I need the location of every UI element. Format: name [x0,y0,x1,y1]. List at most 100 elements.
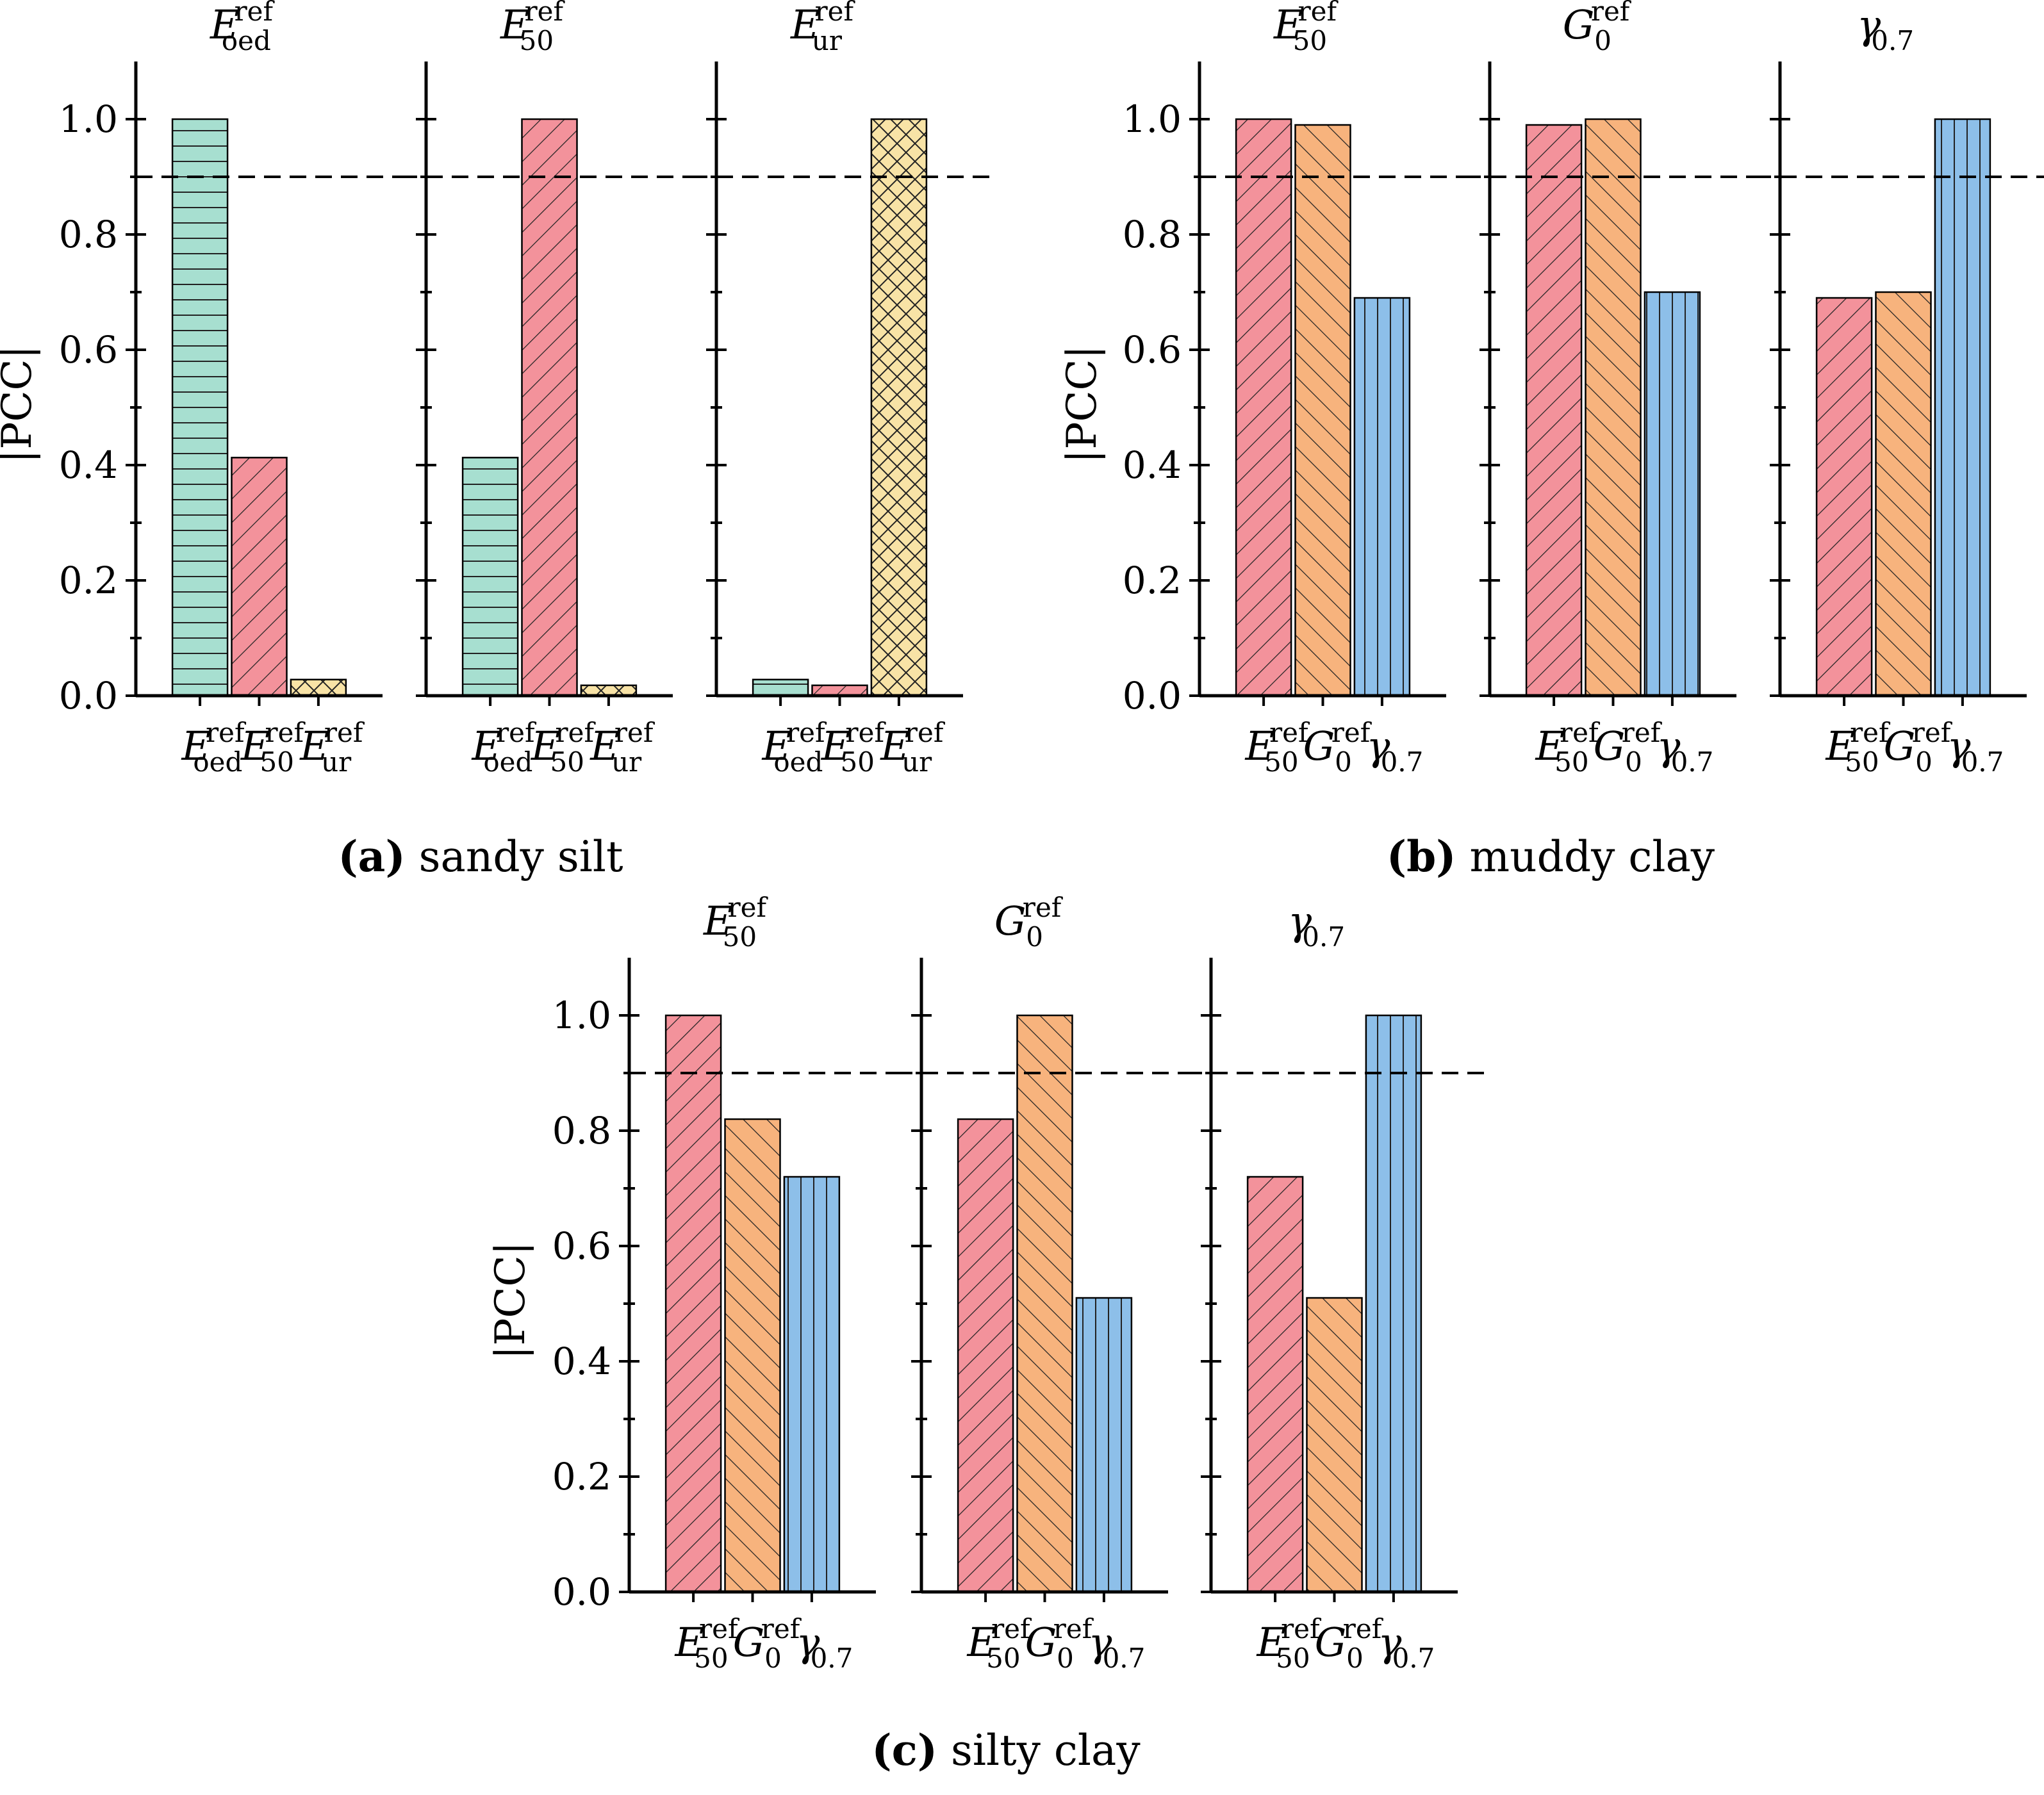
y-tick-label-b-3: 0.6 [1123,328,1182,372]
x-tick-label-c-3-E_50: Eref 50 [1256,1613,1322,1674]
panel-title-c-3-sub: 0.7 [1302,921,1345,953]
y-axis-title-b: |PCC| [1059,345,1106,463]
x-tick-label-a-1-E_50-main: E [240,723,270,769]
panel-title-c-2-sup: ref [1023,892,1064,923]
y-tick-label-c-1: 0.2 [552,1455,611,1498]
x-tick-label-c-1-gamma-main: γ [796,1619,820,1666]
bar-a-1-E_oed [171,118,229,697]
x-tick-label-c-3-G_0-sub: 0 [1346,1643,1364,1674]
x-tick-label-c-2-gamma-sub: 0.7 [1103,1643,1146,1674]
y-tick-label-c-5: 1.0 [552,994,611,1037]
x-tick-label-c-3-gamma-sub: 0.7 [1392,1643,1435,1674]
x-tick-label-a-2-E_50-main: E [531,723,560,769]
panel-title-b-3: γ0.7 [1857,1,1914,56]
x-tick-label-a-3-E_ur: Eref ur [880,717,946,778]
x-tick-label-b-2-G_0: Gref 0 [1594,717,1663,778]
x-tick-label-a-2-E_oed-sup: ref [496,717,537,748]
x-tick-label-c-3-G_0: Gref 0 [1315,1613,1384,1674]
x-tick-label-b-3-G_0: Gref 0 [1884,717,1953,778]
figure-group-b: |PCC|Eref 50 Gref 0 γ0.70.00.20.40.60.81.0Er… [1059,0,2044,881]
panel-title-c-2: Gref 0 [994,892,1064,953]
x-tick-label-b-2-E_50-sub: 50 [1554,746,1588,778]
x-tick-label-a-1-E_oed: Eref oed [181,717,247,778]
x-tick-label-c-1-E_50-main: E [674,1619,704,1666]
panel-title-b-1-sub: 50 [1293,25,1327,56]
x-tick-label-a-1-E_50-sub: 50 [260,746,294,778]
x-tick-label-b-3-G_0-sub: 0 [1915,746,1933,778]
x-tick-label-a-1-E_ur-sub: ur [321,746,352,778]
bar-c-1-E_50 [664,1014,722,1593]
x-tick-label-c-3-E_50-main: E [1256,1619,1285,1666]
x-tick-label-a-3-E_oed-main: E [761,723,791,769]
panel-title-b-1-main: E [1273,1,1303,48]
x-tick-label-b-1-G_0: Gref 0 [1303,717,1372,778]
x-tick-label-a-2-E_ur-sub: ur [611,746,642,778]
panel-title-a-3-sup: ref [815,0,856,27]
bar-b-1-E_50 [1235,118,1292,697]
x-tick-label-b-1-E_50-sup: ref [1269,717,1310,748]
bar-b-1-gamma [1353,297,1411,697]
x-tick-label-b-1-G_0-sup: ref [1331,717,1372,748]
x-tick-label-b-3-E_50-sub: 50 [1845,746,1879,778]
caption-text-c: silty clay [937,1726,1141,1775]
x-tick-label-c-1-E_50-sup: ref [699,1613,740,1644]
x-tick-label-c-3-gamma: γ0.7 [1378,1619,1435,1674]
figure-group-c: |PCC|Eref 50 Gref 0 γ0.70.00.20.40.60.81.0Er… [487,892,1493,1775]
x-tick-label-b-1-gamma-sub: 0.7 [1381,746,1424,778]
x-tick-label-a-1-E_oed-main: E [181,723,210,769]
bar-a-1-E_ur [290,678,347,697]
x-tick-label-b-1-E_50: Eref 50 [1244,717,1310,778]
x-tick-label-a-2-E_50-sub: 50 [550,746,584,778]
panel-title-a-2-sub: 50 [520,25,554,56]
x-tick-label-a-3-E_oed-sup: ref [786,717,827,748]
bar-c-3-E_50 [1246,1176,1304,1593]
bar-c-1-G_0 [724,1118,781,1593]
x-tick-label-a-3-E_50-main: E [821,723,850,769]
bar-c-2-G_0 [1016,1014,1073,1593]
panel-title-b-3-sub: 0.7 [1871,25,1914,56]
panel-title-b-2-sub: 0 [1594,25,1611,56]
x-tick-label-b-1-E_50-sub: 50 [1264,746,1298,778]
x-tick-label-a-1-E_ur-sup: ref [324,717,365,748]
y-tick-label-a-3: 0.6 [59,328,118,372]
x-tick-label-a-1-E_oed-sup: ref [206,717,247,748]
x-tick-label-c-2-G_0: Gref 0 [1025,1613,1094,1674]
bar-b-2-gamma [1644,291,1701,697]
x-tick-label-b-3-gamma: γ0.7 [1947,723,2004,778]
x-tick-label-b-1-gamma: γ0.7 [1366,723,1423,778]
x-tick-label-c-2-E_50-main: E [966,1619,996,1666]
x-tick-label-c-1-G_0-main: G [733,1619,765,1666]
panel-title-c-3-main: γ [1288,898,1312,944]
y-tick-label-c-4: 0.8 [552,1109,611,1152]
panel-title-b-1-sup: ref [1298,0,1339,27]
x-tick-label-a-3-E_ur-sup: ref [905,717,946,748]
bar-b-2-E_50 [1525,124,1583,697]
caption-text-a: sandy silt [406,832,623,881]
y-tick-label-b-4: 0.8 [1123,213,1182,256]
x-tick-label-a-3-E_oed-sub: oed [773,746,823,778]
caption-text-b: muddy clay [1456,832,1715,881]
x-tick-label-a-1-E_ur-main: E [299,723,329,769]
x-tick-label-c-1-G_0: Gref 0 [733,1613,802,1674]
y-tick-label-a-0: 0.0 [59,674,118,717]
caption-c: (c) silty clay [871,1725,1141,1775]
x-tick-label-b-1-G_0-main: G [1303,723,1335,769]
panel-title-c-3: γ0.7 [1288,898,1345,953]
panel-title-a-2-sup: ref [525,0,566,27]
bar-a-2-E_oed [461,457,519,697]
x-tick-label-a-2-E_oed-main: E [471,723,500,769]
x-tick-label-a-3-E_ur-main: E [880,723,909,769]
x-tick-label-a-1-E_50: Eref 50 [240,717,306,778]
x-tick-label-a-1-E_oed-sub: oed [193,746,242,778]
x-tick-label-c-2-G_0-sup: ref [1053,1613,1094,1644]
y-tick-label-b-1: 0.2 [1123,559,1182,602]
x-tick-label-b-3-G_0-sup: ref [1912,717,1953,748]
x-tick-label-c-2-G_0-sub: 0 [1057,1643,1074,1674]
x-tick-label-b-1-E_50-main: E [1244,723,1274,769]
caption-letter-b: (b) [1387,832,1456,881]
x-tick-label-a-2-E_ur-sup: ref [614,717,655,748]
panel-title-a-1: Eref oed [210,0,276,56]
